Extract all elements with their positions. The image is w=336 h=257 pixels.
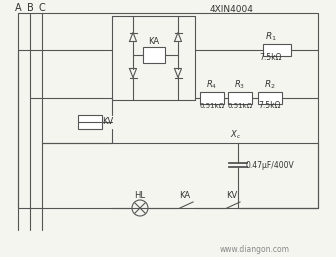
Text: $R_4$: $R_4$ [206, 79, 218, 91]
Text: KA: KA [179, 190, 191, 199]
Text: 4XIN4004: 4XIN4004 [210, 5, 254, 14]
Text: 7.5kΩ: 7.5kΩ [260, 53, 282, 62]
Text: HL: HL [134, 190, 145, 199]
Text: A: A [15, 3, 21, 13]
Bar [78, 115, 102, 129]
Text: $R_1$: $R_1$ [265, 31, 277, 43]
Bar [143, 47, 165, 63]
Bar [200, 92, 224, 104]
Bar [258, 92, 282, 104]
Text: KV: KV [226, 190, 238, 199]
Text: 7.5kΩ: 7.5kΩ [259, 102, 281, 111]
Text: 0.51kΩ: 0.51kΩ [200, 103, 224, 109]
Text: $X_c$: $X_c$ [230, 129, 242, 141]
Text: $R_2$: $R_2$ [264, 79, 276, 91]
Text: 0.51kΩ: 0.51kΩ [227, 103, 253, 109]
Text: B: B [27, 3, 33, 13]
Text: www.diangon.com: www.diangon.com [220, 245, 290, 254]
Bar [228, 92, 252, 104]
Text: $R_3$: $R_3$ [235, 79, 246, 91]
Text: KV: KV [102, 116, 114, 125]
Text: C: C [39, 3, 45, 13]
Bar [263, 44, 291, 56]
Text: KA: KA [149, 36, 160, 45]
Text: 0.47μF/400V: 0.47μF/400V [246, 161, 294, 170]
